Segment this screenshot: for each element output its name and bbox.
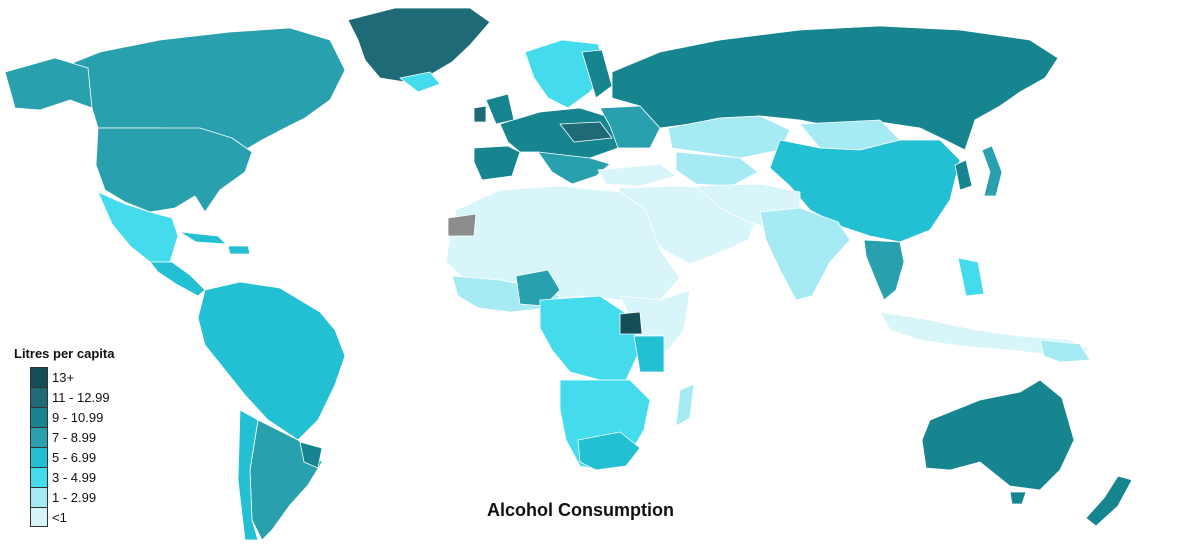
region-uganda: [619, 311, 643, 335]
region-south-america-north: [197, 281, 346, 441]
legend-label: 9 - 10.99: [52, 409, 104, 425]
region-central-europe-13: [559, 121, 613, 143]
region-italy-balkans: [537, 151, 611, 185]
region-uruguay: [299, 441, 323, 469]
legend-item: 11 - 12.99: [14, 387, 114, 407]
legend-swatch: [30, 407, 48, 427]
region-iceland: [399, 71, 441, 93]
region-png: [1039, 339, 1091, 363]
region-turkey: [597, 163, 677, 187]
legend-label: 11 - 12.99: [52, 389, 110, 405]
region-se-asia: [863, 239, 905, 301]
region-usa: [95, 127, 253, 213]
legend-item: 5 - 6.99: [14, 447, 114, 467]
legend-swatch: [30, 507, 48, 527]
legend-title: Litres per capita: [14, 346, 115, 361]
legend-label: 13+: [52, 369, 75, 385]
region-western-sahara: [447, 213, 477, 237]
legend-label: 1 - 2.99: [52, 489, 97, 505]
region-mexico: [97, 191, 179, 263]
region-greenland: [347, 7, 491, 83]
legend-item: 3 - 4.99: [14, 467, 114, 487]
region-tasmania: [1009, 491, 1027, 505]
legend-item: <1: [14, 507, 114, 527]
legend-swatch: [30, 427, 48, 447]
region-japan: [981, 145, 1003, 197]
map-title: Alcohol Consumption: [487, 500, 674, 520]
region-korea-japan: [954, 159, 973, 191]
region-australia: [921, 379, 1075, 491]
region-argentina: [249, 419, 323, 541]
legend-swatch: [30, 367, 48, 387]
legend-swatch: [30, 387, 48, 407]
region-nigeria: [515, 269, 561, 307]
legend: Litres per capita 13+ 11 - 12.99 9 - 10.…: [14, 346, 114, 527]
legend-item: 7 - 8.99: [14, 427, 114, 447]
region-south-africa: [577, 431, 641, 471]
region-ireland: [473, 105, 487, 123]
region-india: [759, 207, 851, 301]
region-chile: [237, 409, 259, 541]
region-iberia: [473, 145, 521, 181]
legend-item: 9 - 10.99: [14, 407, 114, 427]
legend-swatch: [30, 467, 48, 487]
region-hispaniola: [227, 245, 251, 255]
legend-label: 7 - 8.99: [52, 429, 97, 445]
legend-swatch: [30, 487, 48, 507]
region-uk: [485, 93, 515, 125]
region-cuba: [179, 231, 227, 245]
region-madagascar: [675, 383, 695, 427]
legend-label: 3 - 4.99: [52, 469, 97, 485]
region-tanzania: [633, 335, 665, 373]
legend-label: <1: [52, 509, 67, 525]
legend-item: 1 - 2.99: [14, 487, 114, 507]
legend-item: 13+: [14, 367, 114, 387]
region-central-africa: [539, 295, 641, 381]
legend-label: 5 - 6.99: [52, 449, 97, 465]
region-central-america: [149, 261, 206, 297]
region-alaska: [4, 57, 93, 111]
region-new-zealand: [1085, 475, 1133, 527]
legend-swatch: [30, 447, 48, 467]
region-philippines: [957, 257, 985, 297]
